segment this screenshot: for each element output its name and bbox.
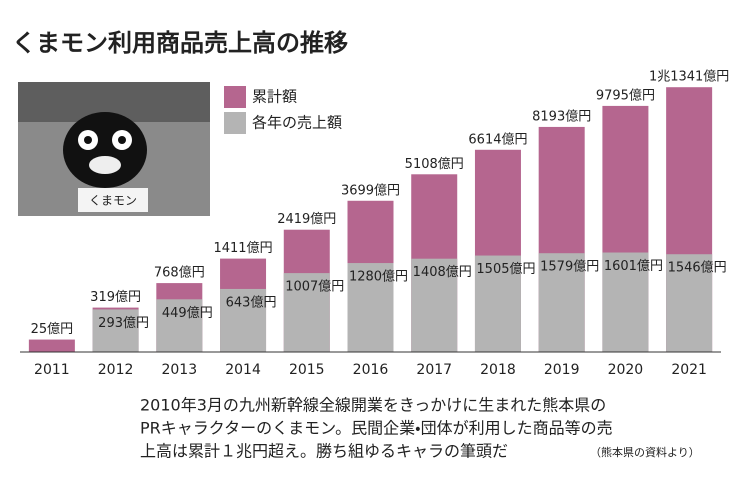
x-tick-label: 2018: [480, 362, 516, 378]
photo-sign: [78, 188, 148, 212]
x-tick-label: 2011: [34, 362, 70, 378]
annual-label: 1408億円: [413, 265, 472, 280]
x-tick-label: 2016: [353, 362, 389, 378]
photo-sign-text: くまモン: [89, 194, 137, 208]
annual-label: 293億円: [98, 316, 149, 331]
chart-title: くまモン利用商品売上高の推移: [12, 29, 348, 57]
cumulative-label: 9795億円: [596, 88, 655, 103]
x-tick-label: 2013: [161, 362, 197, 378]
bar: [156, 299, 203, 352]
x-tick-label: 2017: [416, 362, 452, 378]
x-tick-label: 2015: [289, 362, 325, 378]
cumulative-label: 8193億円: [532, 109, 591, 124]
cumulative-label: 1411億円: [213, 241, 272, 256]
bear-mouth: [89, 156, 121, 174]
source-note: （熊本県の資料より）: [590, 445, 700, 459]
legend-label: 累計額: [252, 88, 297, 106]
bar: [92, 309, 139, 352]
x-tick-label: 2012: [98, 362, 134, 378]
bar: [538, 253, 585, 352]
bar: [602, 252, 649, 352]
annual-label: 643億円: [226, 295, 277, 310]
cumulative-label: 25億円: [31, 322, 74, 337]
annual-label: 1579億円: [540, 260, 599, 275]
bear-head: [63, 112, 147, 188]
cumulative-label: 319億円: [90, 290, 141, 305]
bar: [28, 339, 75, 352]
legend-swatch: [224, 112, 246, 134]
bear-pupil: [84, 136, 92, 144]
cumulative-label: 768億円: [154, 266, 205, 281]
x-tick-label: 2020: [608, 362, 644, 378]
legend-swatch: [224, 86, 246, 108]
bar: [347, 263, 394, 352]
bar: [666, 254, 713, 352]
note-line: PRキャラクターのくまモン。民間企業・団体が利用した商品等の売: [140, 419, 613, 438]
bear-pupil: [118, 136, 126, 144]
x-tick-label: 2014: [225, 362, 261, 378]
photo: くまモン: [18, 82, 210, 216]
x-tick-label: 2019: [544, 362, 580, 378]
bar: [474, 255, 521, 352]
annual-label: 1007億円: [285, 280, 344, 295]
cumulative-label: 6614億円: [468, 132, 527, 147]
annual-label: 449億円: [162, 306, 213, 321]
annual-label: 1601億円: [604, 259, 663, 274]
cumulative-label: 2419億円: [277, 212, 336, 227]
cumulative-label: 1兆1341億円: [649, 70, 729, 85]
annual-label: 1280億円: [349, 270, 408, 285]
bar: [283, 273, 330, 352]
note-line: 上高は累計１兆円超え。勝ち組ゆるキャラの筆頭だ: [140, 442, 508, 461]
bar: [220, 288, 267, 352]
bar: [411, 258, 458, 352]
annual-label: 1505億円: [476, 262, 535, 277]
legend-label: 各年の売上額: [252, 114, 342, 132]
annual-label: 1546億円: [668, 261, 727, 276]
x-tick-label: 2021: [671, 362, 707, 378]
cumulative-label: 5108億円: [405, 157, 464, 172]
cumulative-label: 3699億円: [341, 183, 400, 198]
note-line: 2010年3月の九州新幹線全線開業をきっかけに生まれた熊本県の: [140, 396, 606, 415]
